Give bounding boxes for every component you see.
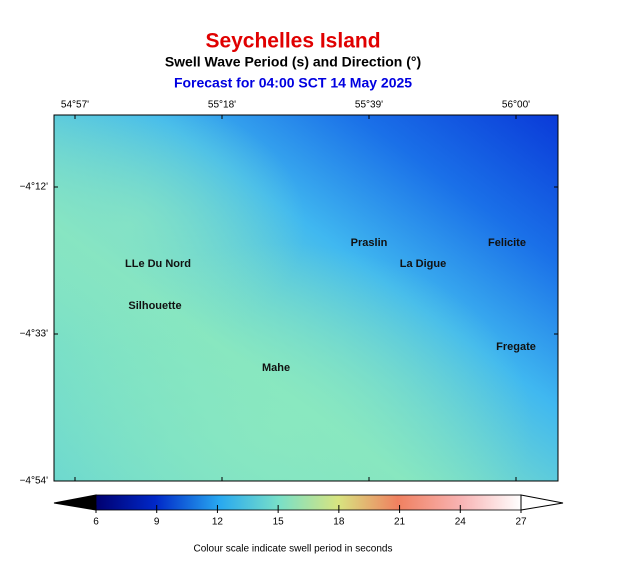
place-label: Felicite <box>488 237 526 249</box>
lon-tick-label: 55°39' <box>355 100 383 111</box>
colorbar-low-end <box>53 494 97 511</box>
map-frame <box>53 114 559 482</box>
forecast: Forecast for 04:00 SCT 14 May 2025 <box>174 75 412 91</box>
colorbar-tick-label: 6 <box>93 517 99 528</box>
place-label: La Digue <box>400 258 446 270</box>
place-label: Mahe <box>262 362 290 374</box>
lat-tick-label: −4°54' <box>20 476 49 487</box>
lat-tick-label: −4°33' <box>20 329 49 340</box>
subtitle: Swell Wave Period (s) and Direction (°) <box>165 54 421 70</box>
place-label: LLe Du Nord <box>125 258 191 270</box>
colorbar-tick-label: 24 <box>455 517 467 528</box>
lon-tick-label: 56°00' <box>502 100 530 111</box>
colorbar <box>95 494 522 511</box>
place-label: Fregate <box>496 341 536 353</box>
colorbar-tick-label: 12 <box>212 517 224 528</box>
place-label: Praslin <box>351 237 388 249</box>
title: Seychelles Island <box>205 30 380 53</box>
lon-tick-label: 54°57' <box>61 100 89 111</box>
place-label: Silhouette <box>128 300 181 312</box>
colorbar-high-end <box>520 494 564 511</box>
lat-tick-label: −4°12' <box>20 182 49 193</box>
lon-tick-label: 55°18' <box>208 100 236 111</box>
colorbar-tick-label: 21 <box>394 517 406 528</box>
colorbar-tick-label: 18 <box>333 517 345 528</box>
colorbar-caption: Colour scale indicate swell period in se… <box>194 544 393 555</box>
colorbar-tick-label: 9 <box>154 517 160 528</box>
colorbar-tick-label: 27 <box>515 517 527 528</box>
colorbar-tick-label: 15 <box>273 517 285 528</box>
swell-field-overlay <box>54 115 558 481</box>
